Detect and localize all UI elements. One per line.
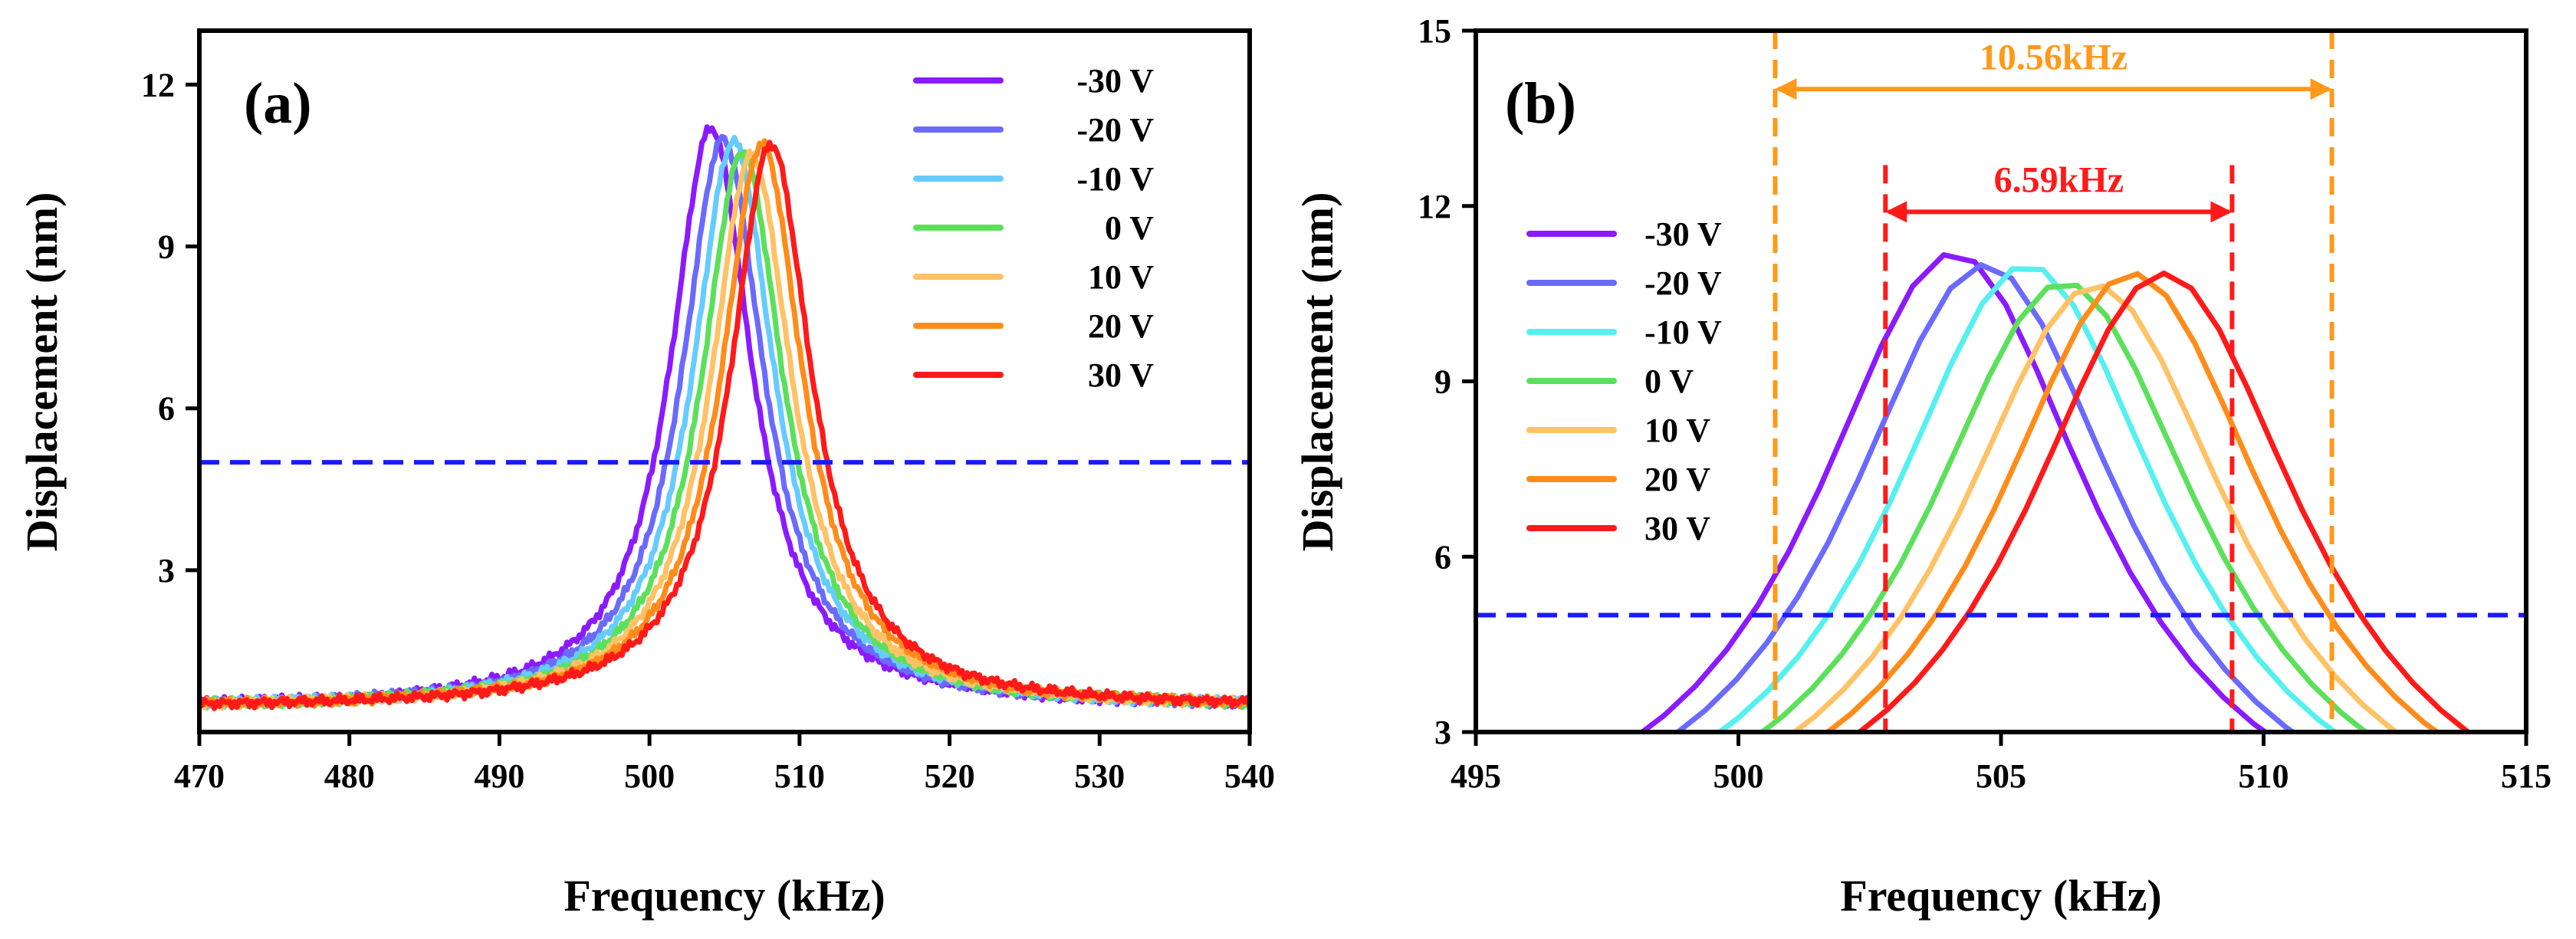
series-line <box>199 140 1250 711</box>
panel-b-width-annotations: 10.56kHz 6.59kHz <box>1775 37 2332 223</box>
y-tick-label: 6 <box>158 390 175 428</box>
x-tick-label: 510 <box>2239 757 2289 795</box>
x-tick-label: 500 <box>624 757 675 795</box>
panel-a-y-ticks: 3 6 9 12 <box>141 66 199 589</box>
annotation-arrow-head-right <box>2210 201 2233 223</box>
y-tick-label: 3 <box>1434 714 1451 751</box>
legend-label: -30 V <box>1076 62 1154 100</box>
panel-a-chart: 470 480 490 500 510 520 530 540 3 6 9 12 (a) Frequ… <box>17 28 1275 921</box>
y-tick-label: 6 <box>1434 538 1451 576</box>
x-tick-label: 530 <box>1074 757 1125 795</box>
panel-a-x-ticks: 470 480 490 500 510 520 530 540 <box>174 732 1275 795</box>
panel-a-y-axis-title: Displacement (nm) <box>17 192 67 552</box>
legend-label: -10 V <box>1644 314 1722 351</box>
x-tick-label: 510 <box>774 757 825 795</box>
x-tick-label: 520 <box>925 757 975 795</box>
panel-a-letter: (a) <box>244 71 312 136</box>
x-tick-label: 495 <box>1451 757 1501 795</box>
panel-a-frame <box>197 28 1252 734</box>
legend-label: -10 V <box>1076 160 1154 198</box>
series-line <box>1823 271 2442 732</box>
series-line <box>1757 282 2371 732</box>
panel-a-legend: -30 V -20 V -10 V 0 V 10 V 20 V 30 V <box>913 62 1154 394</box>
y-tick-label: 12 <box>1418 188 1451 225</box>
legend-label: -30 V <box>1644 215 1722 253</box>
x-tick-label: 500 <box>1714 757 1764 795</box>
annotation-arrow-head-left <box>1775 78 1797 100</box>
legend-label: 20 V <box>1088 307 1154 345</box>
panel-b-letter: (b) <box>1505 71 1576 136</box>
series-line <box>1856 270 2472 732</box>
series-line <box>1715 266 2340 732</box>
legend-label: 10 V <box>1644 412 1710 449</box>
legend-label: 0 V <box>1644 363 1694 400</box>
x-tick-label: 505 <box>1976 757 2026 795</box>
panel-b-x-ticks: 495 500 505 510 515 <box>1451 732 2551 795</box>
x-tick-label: 470 <box>174 757 225 795</box>
legend-label: 20 V <box>1644 461 1710 498</box>
panel-b-vertical-markers <box>1773 31 2334 732</box>
panel-b-y-ticks: 3 6 9 12 15 <box>1418 12 1476 751</box>
annotation-arrow-head-right <box>2310 78 2332 100</box>
x-tick-label: 480 <box>324 757 375 795</box>
panel-a-curves <box>199 124 1250 711</box>
annotation-arrow-head-left <box>1885 201 1907 223</box>
panel-b-x-axis-title: Frequency (kHz) <box>1840 871 2161 921</box>
annotation-label: 10.56kHz <box>1980 37 2128 77</box>
legend-label: 0 V <box>1105 209 1154 247</box>
legend-label: -20 V <box>1076 111 1154 149</box>
panel-b-legend: -30 V -20 V -10 V 0 V 10 V 20 V 30 V <box>1526 215 1722 547</box>
panel-b-y-axis-title: Displacement (nm) <box>1293 192 1342 552</box>
x-tick-label: 515 <box>2501 757 2551 795</box>
series-line <box>1638 252 2270 732</box>
series-line <box>1790 283 2401 732</box>
legend-label: 30 V <box>1644 510 1710 547</box>
legend-label: 10 V <box>1088 258 1154 296</box>
y-tick-label: 9 <box>1434 363 1451 401</box>
x-tick-label: 490 <box>474 757 524 795</box>
annotation-label: 6.59kHz <box>1994 159 2124 200</box>
legend-label: -20 V <box>1644 264 1722 302</box>
y-tick-label: 15 <box>1418 12 1451 50</box>
series-line <box>1674 262 2298 732</box>
panel-b-curves <box>1638 252 2472 732</box>
y-tick-label: 12 <box>141 66 175 103</box>
x-tick-label: 540 <box>1224 757 1275 795</box>
legend-label: 30 V <box>1088 356 1154 394</box>
y-tick-label: 3 <box>158 552 175 589</box>
y-tick-label: 9 <box>158 228 175 266</box>
series-line <box>199 149 1250 711</box>
panel-a-x-axis-title: Frequency (kHz) <box>564 871 885 921</box>
